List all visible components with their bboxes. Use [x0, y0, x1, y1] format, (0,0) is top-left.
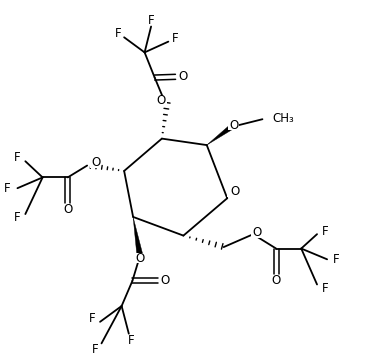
Text: O: O: [136, 252, 145, 265]
Bar: [126, 335, 136, 344]
Bar: [12, 154, 21, 163]
Text: O: O: [91, 156, 100, 169]
Text: O: O: [230, 185, 240, 198]
Text: F: F: [128, 334, 134, 347]
Bar: [147, 17, 155, 25]
Text: F: F: [332, 253, 339, 266]
Bar: [228, 120, 239, 130]
Text: O: O: [63, 203, 72, 216]
Text: F: F: [171, 31, 178, 45]
Text: F: F: [322, 282, 328, 295]
Bar: [63, 205, 73, 214]
Text: O: O: [272, 274, 281, 287]
Text: O: O: [178, 70, 187, 83]
Bar: [114, 30, 123, 39]
Text: O: O: [252, 226, 261, 239]
Bar: [12, 212, 21, 221]
Text: CH₃: CH₃: [273, 112, 294, 125]
Bar: [3, 184, 13, 193]
Text: F: F: [4, 182, 11, 195]
Bar: [135, 253, 145, 262]
Text: O: O: [156, 94, 165, 107]
Polygon shape: [207, 123, 235, 145]
Text: F: F: [115, 27, 122, 40]
Text: O: O: [229, 119, 238, 132]
Text: F: F: [148, 13, 154, 26]
Bar: [91, 345, 100, 353]
Bar: [320, 283, 328, 292]
Bar: [155, 96, 166, 106]
Bar: [227, 186, 242, 197]
Polygon shape: [133, 217, 142, 254]
Bar: [90, 158, 101, 168]
Bar: [271, 275, 281, 285]
Text: F: F: [89, 312, 95, 325]
Bar: [251, 228, 261, 238]
Text: O: O: [160, 274, 169, 287]
Bar: [88, 315, 97, 324]
Bar: [331, 255, 339, 264]
Text: F: F: [13, 211, 20, 224]
Text: F: F: [92, 343, 98, 356]
Bar: [320, 228, 328, 236]
Bar: [170, 34, 178, 43]
Bar: [159, 276, 169, 286]
Text: F: F: [322, 225, 328, 238]
Bar: [177, 71, 187, 81]
Text: F: F: [13, 151, 20, 164]
